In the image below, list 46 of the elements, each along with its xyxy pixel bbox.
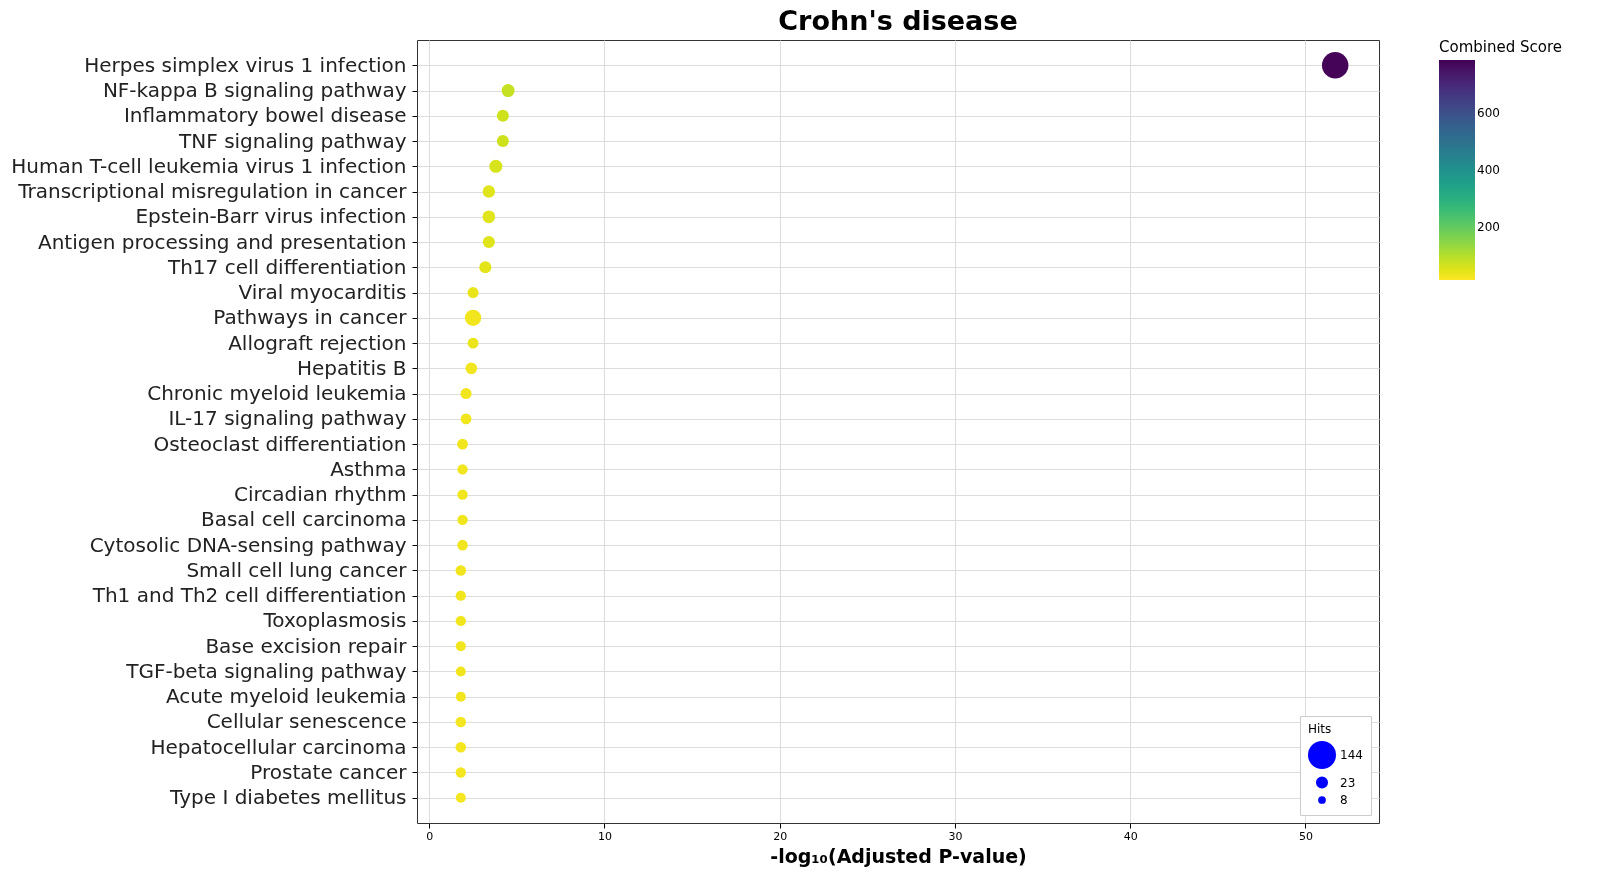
y-tick-label: Herpes simplex virus 1 infection [84,52,407,77]
y-tick-label: Allograft rejection [228,330,407,355]
y-tick-label: Cellular senescence [206,709,407,734]
y-tick-label: Cytosolic DNA-sensing pathway [89,532,407,557]
y-tick-label: IL-17 signaling pathway [168,406,407,431]
x-tick-label: 50 [1298,829,1313,843]
y-tick-label: Prostate cancer [250,759,408,784]
y-tick-label: NF-kappa B signaling pathway [102,78,407,103]
legend-label: 8 [1340,793,1348,807]
y-tick-label: TNF signaling pathway [178,128,407,153]
y-tick-label: Base excision repair [205,633,408,658]
y-tick-label: Basal cell carcinoma [200,507,407,532]
x-tick-label: 20 [773,829,788,843]
y-tick-label: Hepatocellular carcinoma [150,734,407,759]
y-tick-label: Antigen processing and presentation [37,229,407,254]
y-tick-label: Osteoclast differentiation [153,431,407,456]
y-tick-label: Th17 cell differentiation [166,254,407,279]
color-bar-title: Combined Score [1439,38,1562,56]
y-tick-label: Human T-cell leukemia virus 1 infection [11,153,407,178]
y-tick-label: Epstein-Barr virus infection [135,204,407,229]
y-tick-label: Th1 and Th2 cell differentiation [91,583,407,608]
y-tick-label: Acute myeloid leukemia [165,684,407,709]
y-tick-label: Type I diabetes mellitus [169,785,407,810]
y-tick-label: Inflammatory bowel disease [123,103,407,128]
legend-label: 144 [1340,748,1363,762]
y-tick-label: Hepatitis B [296,355,407,380]
legend-title: Hits [1308,722,1332,736]
color-bar-label: 400 [1477,163,1500,177]
legend-label: 23 [1340,775,1356,790]
x-tick-label: 40 [1123,829,1138,843]
y-tick-label: TGF-beta signaling pathway [125,658,407,683]
x-tick-label: 0 [426,829,434,843]
y-tick-label: Chronic myeloid leukemia [147,381,407,406]
x-tick-label: 30 [948,829,963,843]
y-tick-label: Pathways in cancer [213,305,408,330]
y-tick-label: Small cell lung cancer [186,557,408,582]
y-tick-label: Circadian rhythm [234,482,407,507]
chart-title: Crohn's disease [778,5,1018,36]
y-tick-label: Toxoplasmosis [262,608,407,633]
x-axis-title: -log₁₀(Adjusted P-value) [770,844,1027,867]
y-tick-label: Asthma [330,456,407,481]
color-bar-label: 200 [1477,219,1500,234]
y-tick-label: Viral myocarditis [238,280,407,305]
x-tick-label: 10 [597,829,612,843]
color-bar-label: 600 [1477,106,1500,121]
y-tick-label: Transcriptional misregulation in cancer [17,179,408,204]
